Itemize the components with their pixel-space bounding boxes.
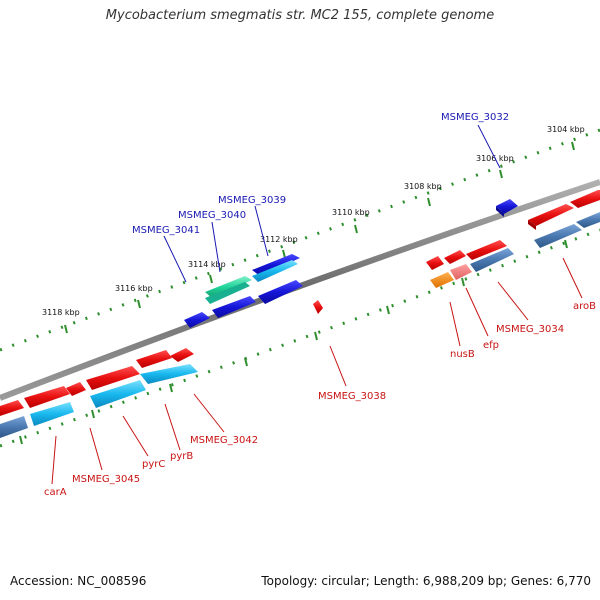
svg-text:MSMEG_3040: MSMEG_3040 [178,210,246,221]
gene-pyrB[interactable] [136,350,172,368]
label-msmeg-3034: MSMEG_3034 [496,281,564,335]
scale-label-3110: 3110 kbp [332,208,370,217]
gene-msmeg-3041[interactable] [184,280,303,328]
scale-label-3112: 3112 kbp [260,235,298,244]
gene-msmeg-3032[interactable] [496,199,518,217]
label-msmeg-3032: MSMEG_3032 [441,112,509,169]
svg-text:aroB: aroB [573,301,596,312]
scale-label-3116: 3116 kbp [115,284,153,293]
label-msmeg-3040: MSMEG_3040 [178,210,246,273]
gene-msmeg-3034[interactable] [466,240,514,272]
gene-efp[interactable] [444,250,472,280]
major-ticks-inner [19,239,568,445]
svg-text:efp: efp [483,340,499,351]
svg-text:pyrC: pyrC [142,459,165,470]
gene-msmeg-3039[interactable] [252,254,300,282]
label-pyrB: pyrB [164,403,193,462]
label-efp: efp [465,287,499,351]
svg-text:nusB: nusB [450,349,475,360]
label-nusB: nusB [449,301,475,360]
svg-text:MSMEG_3034: MSMEG_3034 [496,324,564,335]
gene-aroB-region-top[interactable] [528,190,600,230]
label-aroB: aroB [562,257,596,312]
svg-text:MSMEG_3032: MSMEG_3032 [441,112,509,123]
outer-tick-ring [0,128,600,352]
label-msmeg-3041: MSMEG_3041 [132,225,200,283]
gene-pyrC[interactable] [86,366,146,408]
inner-tick-ring [0,228,600,448]
label-msmeg-3045: MSMEG_3045 [72,427,140,485]
label-msmeg-3042: MSMEG_3042 [190,393,258,446]
svg-text:carA: carA [44,487,67,498]
label-msmeg-3039: MSMEG_3039 [218,195,286,257]
svg-text:MSMEG_3041: MSMEG_3041 [132,225,200,236]
label-msmeg-3038: MSMEG_3038 [318,345,386,402]
gene-msmeg-3038[interactable] [313,300,323,314]
scale-label-3108: 3108 kbp [404,182,442,191]
genome-summary-text: Topology: circular; Length: 6,988,209 bp… [261,574,591,588]
svg-text:MSMEG_3042: MSMEG_3042 [190,435,258,446]
gene-nusB[interactable] [426,256,454,288]
gene-carA[interactable] [0,386,70,438]
genome-backbone [0,179,600,401]
gene-msmeg-3040[interactable] [205,276,252,304]
gene-msmeg-3045[interactable] [30,382,86,426]
map-title: Mycobacterium smegmatis str. MC2 155, co… [105,8,495,23]
scale-label-3104: 3104 kbp [547,125,585,134]
gene-aroB[interactable] [534,212,600,248]
scale-label-3118: 3118 kbp [42,308,80,317]
svg-text:MSMEG_3045: MSMEG_3045 [72,474,140,485]
label-carA: carA [44,435,67,498]
accession-text: Accession: NC_008596 [10,574,147,588]
major-ticks-outer [64,141,575,334]
svg-text:MSMEG_3039: MSMEG_3039 [218,195,286,206]
label-pyrC: pyrC [122,415,165,470]
svg-text:pyrB: pyrB [170,451,193,462]
gene-msmeg-3042[interactable] [140,348,198,384]
scale-label-3114: 3114 kbp [188,260,226,269]
svg-text:MSMEG_3038: MSMEG_3038 [318,391,386,402]
